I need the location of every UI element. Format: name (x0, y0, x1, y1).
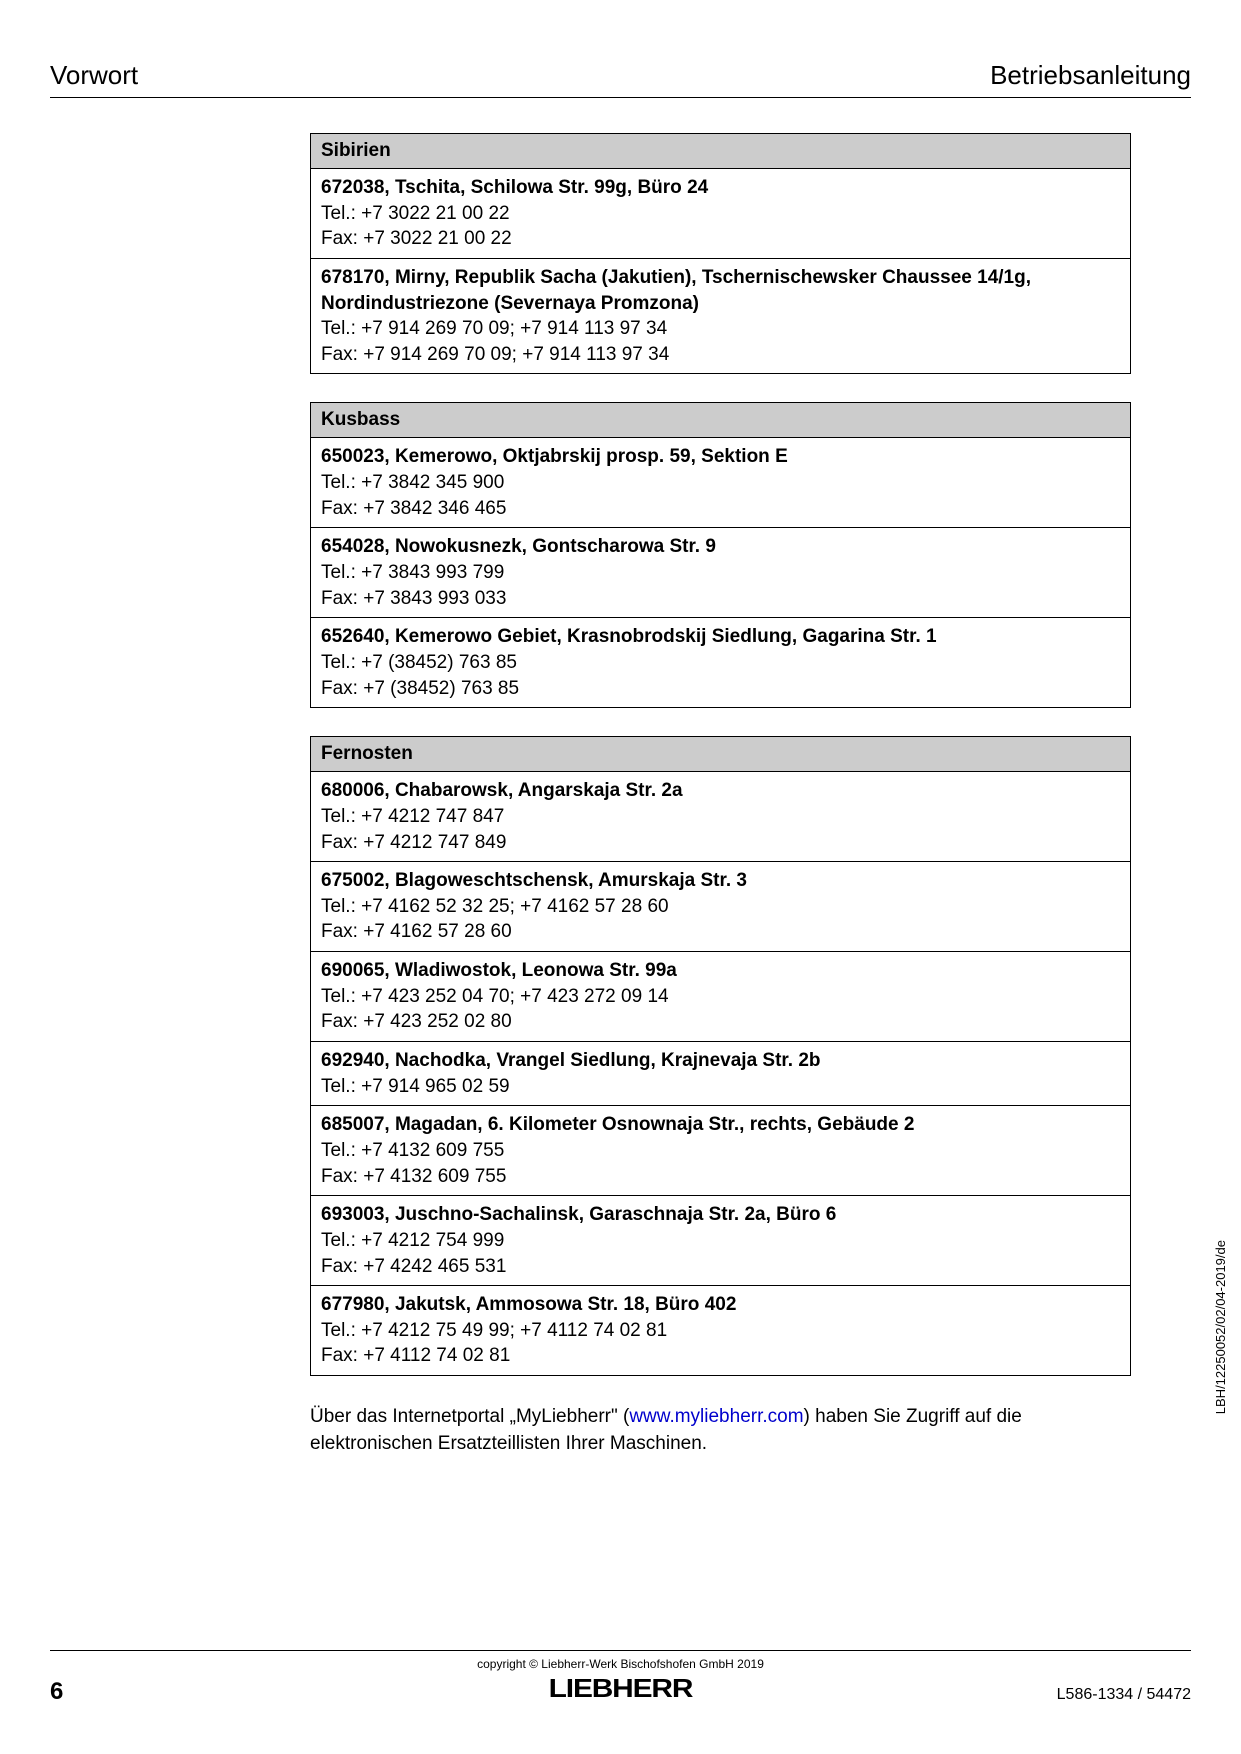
entry-fax: Fax: +7 423 252 02 80 (321, 1009, 1120, 1035)
header-right: Betriebsanleitung (990, 60, 1191, 91)
address-entry: 690065, Wladiwostok, Leonowa Str. 99aTel… (311, 952, 1130, 1042)
page-number: 6 (50, 1678, 63, 1706)
entry-tel: Tel.: +7 4212 747 847 (321, 804, 1120, 830)
main-content: Sibirien 672038, Tschita, Schilowa Str. 9… (310, 133, 1131, 1457)
entry-address: 654028, Nowokusnezk, Gontscharowa Str. 9 (321, 534, 1120, 560)
entry-fax: Fax: +7 4162 57 28 60 (321, 919, 1120, 945)
entry-address: 650023, Kemerowo, Oktjabrskij prosp. 59,… (321, 444, 1120, 470)
entry-address: 678170, Mirny, Republik Sacha (Jakutien)… (321, 265, 1120, 316)
copyright: copyright © Liebherr-Werk Bischofshofen … (50, 1657, 1191, 1671)
address-entry: 652640, Kemerowo Gebiet, Krasnobrodskij … (311, 618, 1130, 707)
entry-address: 672038, Tschita, Schilowa Str. 99g, Büro… (321, 175, 1120, 201)
entry-address: 690065, Wladiwostok, Leonowa Str. 99a (321, 958, 1120, 984)
address-entry: 675002, Blagoweschtschensk, Amurskaja St… (311, 862, 1130, 952)
address-entry: 677980, Jakutsk, Ammosowa Str. 18, Büro … (311, 1286, 1130, 1375)
entry-address: 677980, Jakutsk, Ammosowa Str. 18, Büro … (321, 1292, 1120, 1318)
address-entry: 685007, Magadan, 6. Kilometer Osnownaja … (311, 1106, 1130, 1196)
entry-address: 692940, Nachodka, Vrangel Siedlung, Kraj… (321, 1048, 1120, 1074)
entry-address: 693003, Juschno-Sachalinsk, Garaschnaja … (321, 1202, 1120, 1228)
address-entry: 692940, Nachodka, Vrangel Siedlung, Kraj… (311, 1042, 1130, 1106)
entry-fax: Fax: +7 3842 346 465 (321, 496, 1120, 522)
entry-fax: Fax: +7 4212 747 849 (321, 830, 1120, 856)
region-table: Fernosten680006, Chabarowsk, Angarskaja … (310, 736, 1131, 1376)
portal-link[interactable]: www.myliebherr.com (629, 1406, 803, 1427)
footer: copyright © Liebherr-Werk Bischofshofen … (50, 1650, 1191, 1704)
address-entry: 672038, Tschita, Schilowa Str. 99g, Büro… (311, 169, 1130, 259)
entry-address: 675002, Blagoweschtschensk, Amurskaja St… (321, 868, 1120, 894)
address-entry: 654028, Nowokusnezk, Gontscharowa Str. 9… (311, 528, 1130, 618)
document-id: L586-1334 / 54472 (1057, 1686, 1191, 1704)
entry-tel: Tel.: +7 914 965 02 59 (321, 1074, 1120, 1100)
entry-fax: Fax: +7 3843 993 033 (321, 586, 1120, 612)
address-entry: 693003, Juschno-Sachalinsk, Garaschnaja … (311, 1196, 1130, 1286)
entry-tel: Tel.: +7 4212 75 49 99; +7 4112 74 02 81 (321, 1318, 1120, 1344)
region-table: Sibirien 672038, Tschita, Schilowa Str. 9… (310, 133, 1131, 374)
entry-fax: Fax: +7 (38452) 763 85 (321, 676, 1120, 702)
region-table: Kusbass 650023, Kemerowo, Oktjabrskij pro… (310, 402, 1131, 708)
entry-fax: Fax: +7 4132 609 755 (321, 1164, 1120, 1190)
portal-note: Über das Internetportal „MyLiebherr" (ww… (310, 1404, 1131, 1457)
entry-fax: Fax: +7 4112 74 02 81 (321, 1343, 1120, 1369)
region-header: Sibirien (311, 134, 1130, 169)
address-entry: 678170, Mirny, Republik Sacha (Jakutien)… (311, 259, 1130, 374)
entry-tel: Tel.: +7 423 252 04 70; +7 423 272 09 14 (321, 984, 1120, 1010)
brand-logo: LIEBHERR (0, 1673, 1241, 1704)
header-left: Vorwort (50, 60, 138, 91)
page-header: Vorwort Betriebsanleitung (50, 60, 1191, 98)
region-header: Fernosten (311, 737, 1130, 772)
entry-tel: Tel.: +7 3842 345 900 (321, 470, 1120, 496)
entry-fax: Fax: +7 4242 465 531 (321, 1254, 1120, 1280)
address-entry: 650023, Kemerowo, Oktjabrskij prosp. 59,… (311, 438, 1130, 528)
entry-address: 652640, Kemerowo Gebiet, Krasnobrodskij … (321, 624, 1120, 650)
entry-fax: Fax: +7 914 269 70 09; +7 914 113 97 34 (321, 342, 1120, 368)
side-code: LBH/12250052/02/04-2019/de (1213, 1240, 1228, 1414)
entry-tel: Tel.: +7 914 269 70 09; +7 914 113 97 34 (321, 316, 1120, 342)
entry-address: 685007, Magadan, 6. Kilometer Osnownaja … (321, 1112, 1120, 1138)
entry-tel: Tel.: +7 4162 52 32 25; +7 4162 57 28 60 (321, 894, 1120, 920)
region-header: Kusbass (311, 403, 1130, 438)
entry-tel: Tel.: +7 4132 609 755 (321, 1138, 1120, 1164)
entry-tel: Tel.: +7 3022 21 00 22 (321, 201, 1120, 227)
entry-tel: Tel.: +7 3843 993 799 (321, 560, 1120, 586)
entry-tel: Tel.: +7 4212 754 999 (321, 1228, 1120, 1254)
entry-tel: Tel.: +7 (38452) 763 85 (321, 650, 1120, 676)
address-entry: 680006, Chabarowsk, Angarskaja Str. 2aTe… (311, 772, 1130, 862)
footer-rule (50, 1650, 1191, 1651)
entry-fax: Fax: +7 3022 21 00 22 (321, 226, 1120, 252)
entry-address: 680006, Chabarowsk, Angarskaja Str. 2a (321, 778, 1120, 804)
